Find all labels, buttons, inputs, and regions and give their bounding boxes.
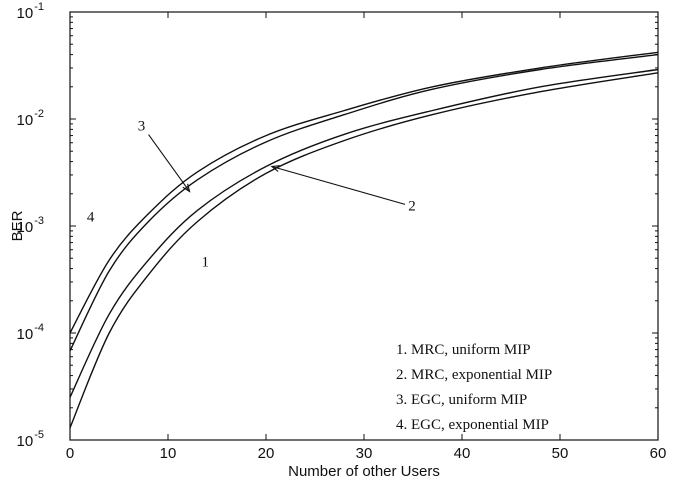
y-tick-label: 10-1	[17, 1, 44, 22]
x-tick-label: 40	[454, 445, 471, 462]
annotations: 1 2 3 4	[87, 119, 416, 271]
series-line-4	[69, 51, 659, 334]
curve-label-3: 3	[138, 119, 146, 135]
x-tick-label: 60	[650, 445, 667, 462]
y-tick-label: 10-2	[17, 108, 44, 129]
y-tick-exponent: -1	[34, 1, 44, 13]
y-tick-label: 10-4	[17, 322, 44, 343]
x-tick-label: 10	[160, 445, 177, 462]
x-tick-label: 30	[356, 445, 373, 462]
y-tick-exponent: -2	[34, 108, 44, 120]
plot-frame	[69, 11, 659, 441]
y-tick-exponent: -4	[34, 322, 44, 334]
legend: 1. MRC, uniform MIP 2. MRC, exponential …	[396, 342, 552, 433]
curve-label-4: 4	[87, 210, 95, 226]
x-axis: 0 10 20 30 40 50 60	[66, 12, 667, 462]
series-line-2	[69, 68, 659, 398]
y-tick-exponent: -3	[34, 215, 44, 227]
legend-entry-3: 3. EGC, uniform MIP	[396, 392, 527, 408]
x-axis-label: Number of other Users	[288, 463, 440, 480]
x-tick-label: 50	[552, 445, 569, 462]
x-tick-label: 0	[66, 445, 74, 462]
arrow-head-2	[270, 165, 280, 172]
arrow-line-2	[271, 165, 406, 205]
series-line-3	[69, 53, 659, 352]
arrow-head-3	[182, 183, 191, 193]
legend-entry-4: 4. EGC, exponential MIP	[396, 417, 549, 433]
y-tick-exponent: -5	[34, 429, 44, 441]
series-group	[69, 51, 659, 429]
y-axis: 10-510-410-310-210-1	[17, 1, 658, 450]
x-tick-label: 20	[258, 445, 275, 462]
series-line-1	[69, 72, 659, 429]
legend-entry-1: 1. MRC, uniform MIP	[396, 342, 531, 358]
arrow-line-3	[148, 134, 191, 192]
y-axis-label: BER	[9, 210, 26, 241]
y-tick-label: 10-5	[17, 429, 44, 450]
curve-label-1: 1	[201, 254, 209, 270]
curve-label-2: 2	[408, 198, 416, 214]
legend-entry-2: 2. MRC, exponential MIP	[396, 367, 552, 383]
